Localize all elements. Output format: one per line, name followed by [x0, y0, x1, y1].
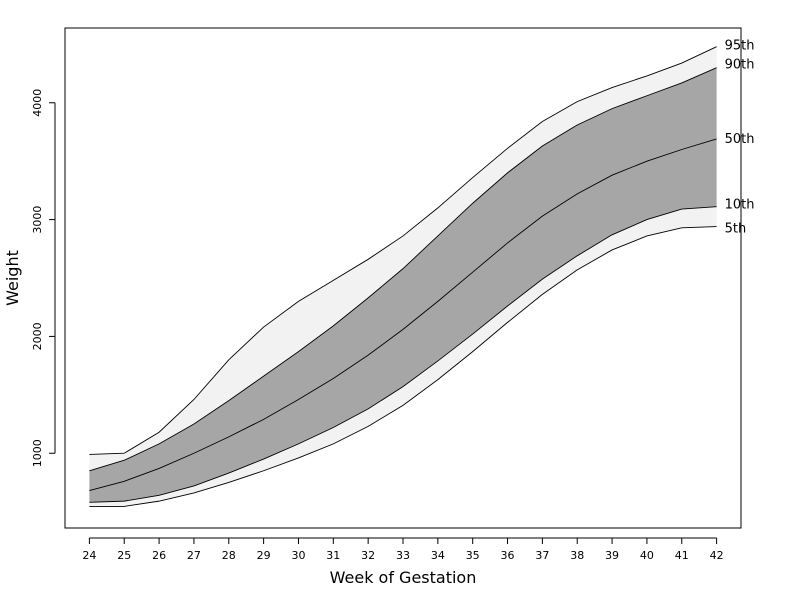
- series-line-90th: [89, 67, 717, 472]
- x-tick-label-24: 24: [82, 549, 96, 562]
- y-axis: 1000 2000 3000 4000: [31, 89, 56, 467]
- series-line-50th: [89, 138, 717, 492]
- series-label-90th: 90th: [725, 58, 755, 73]
- series-line-95th: [89, 46, 717, 455]
- series-label-95th: 95th: [725, 39, 755, 54]
- x-tick-label-38: 38: [570, 549, 584, 562]
- y-axis-title: Weight: [3, 250, 22, 306]
- percentile-bands: [89, 46, 717, 507]
- series-line-5th: [89, 226, 717, 507]
- x-tick-label-27: 27: [187, 549, 201, 562]
- x-tick-label-39: 39: [605, 549, 619, 562]
- x-tick-label-32: 32: [361, 549, 375, 562]
- series-labels: 95th 90th 50th 10th 5th: [725, 39, 755, 237]
- x-axis-title: Week of Gestation: [330, 568, 477, 587]
- x-tick-label-31: 31: [326, 549, 340, 562]
- x-tick-label-28: 28: [222, 549, 236, 562]
- series-label-5th: 5th: [725, 222, 747, 237]
- y-tick-label-2000: 2000: [31, 322, 44, 350]
- y-tick-label-3000: 3000: [31, 206, 44, 234]
- percentile-lines: [89, 46, 717, 507]
- plot-frame: [64, 27, 742, 529]
- y-tick-label-4000: 4000: [31, 89, 44, 117]
- series-label-10th: 10th: [725, 198, 755, 213]
- x-tick-label-30: 30: [291, 549, 305, 562]
- x-tick-label-36: 36: [501, 549, 515, 562]
- x-axis: 24 25 26 27 28 29 30 31 32 33 34 35 36 37 38 39 40 41 42: [82, 537, 724, 562]
- series-label-50th: 50th: [725, 132, 755, 147]
- x-tick-label-33: 33: [396, 549, 410, 562]
- x-tick-label-35: 35: [466, 549, 480, 562]
- x-tick-label-26: 26: [152, 549, 166, 562]
- band-10th-90th: [89, 67, 717, 503]
- x-tick-label-29: 29: [257, 549, 271, 562]
- x-tick-label-37: 37: [535, 549, 549, 562]
- x-tick-label-41: 41: [675, 549, 689, 562]
- x-tick-label-25: 25: [117, 549, 131, 562]
- x-tick-label-34: 34: [431, 549, 445, 562]
- x-tick-label-40: 40: [640, 549, 654, 562]
- y-tick-label-1000: 1000: [31, 439, 44, 467]
- series-line-10th: [89, 206, 717, 503]
- x-tick-label-42: 42: [710, 549, 724, 562]
